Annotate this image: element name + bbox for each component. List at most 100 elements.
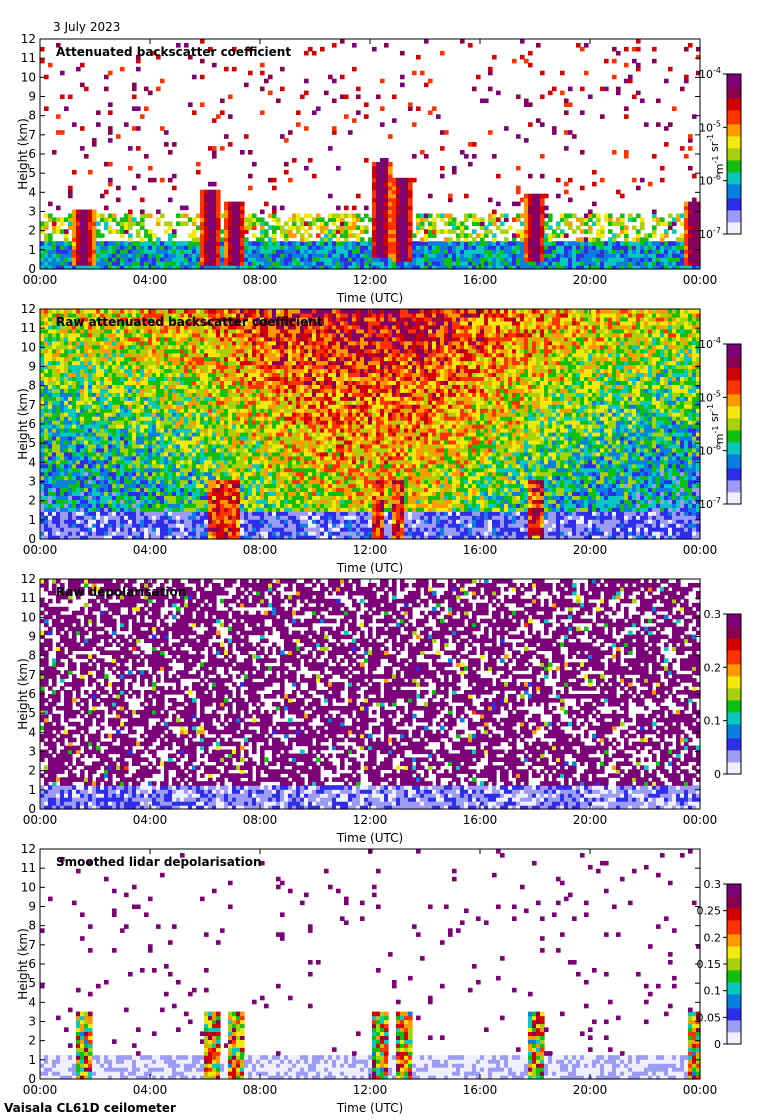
panel-title: Attenuated backscatter coefficient [56,45,291,59]
y-tick-label: 11 [21,51,36,65]
colorbar-tick-label: 0.25 [697,905,722,918]
y-tick-label: 2 [28,764,36,778]
panel-title: Raw attenuated backscatter coefficient [56,315,323,329]
x-tick-label: 16:00 [463,273,498,287]
x-tick-label: 00:00 [683,543,718,557]
y-tick-label: 10 [21,880,36,894]
panel-1: Attenuated backscatter coefficient012345… [16,32,741,305]
x-tick-label: 04:00 [133,543,168,557]
x-tick-label: 20:00 [573,273,608,287]
x-tick-label: 00:00 [683,273,718,287]
y-tick-label: 2 [28,1034,36,1048]
x-tick-label: 00:00 [683,813,718,827]
x-tick-label: 08:00 [243,813,278,827]
y-axis-label: Height (km) [16,658,30,729]
x-tick-label: 12:00 [353,543,388,557]
y-tick-label: 9 [28,900,36,914]
y-tick-label: 9 [28,360,36,374]
y-tick-label: 10 [21,340,36,354]
y-tick-label: 3 [28,205,36,219]
y-tick-label: 3 [28,1015,36,1029]
y-axis-label: Height (km) [16,118,30,189]
y-tick-label: 1 [28,783,36,797]
x-axis-label: Time (UTC) [336,831,403,845]
colorbar-tick-label: 10-4 [699,66,721,81]
y-tick-label: 1 [28,1053,36,1067]
colorbar-tick-label: 0 [714,1038,721,1051]
x-tick-label: 08:00 [243,1083,278,1097]
x-tick-label: 12:00 [353,273,388,287]
colorbar-tick-label: 0.3 [704,608,722,621]
colorbar-tick-label: 10-7 [699,496,721,511]
panel-4: Smoothed lidar depolarisation01234567891… [16,842,741,1115]
x-tick-label: 12:00 [353,813,388,827]
panel-title: Raw depolarisation [56,585,186,599]
colorbar-tick-label: 0.2 [704,931,722,944]
heatmap-cells [40,39,701,270]
plot-frame [40,849,700,1079]
y-tick-label: 12 [21,302,36,316]
x-tick-label: 16:00 [463,1083,498,1097]
colorbar-unit: m-1 sr-1 [706,404,726,444]
colorbar-tick-label: 0.05 [697,1011,722,1024]
y-tick-label: 12 [21,842,36,856]
x-tick-label: 20:00 [573,543,608,557]
colorbar-tick-label: 10-5 [699,389,721,404]
y-tick-label: 3 [28,475,36,489]
y-tick-label: 2 [28,224,36,238]
colorbar-unit: m-1 sr-1 [706,134,726,174]
colorbar-tick-label: 0.1 [704,715,722,728]
x-tick-label: 00:00 [23,543,58,557]
y-tick-label: 11 [21,321,36,335]
colorbar-tick-label: 0.2 [704,661,722,674]
x-axis-label: Time (UTC) [336,561,403,575]
x-axis-label: Time (UTC) [336,1101,403,1115]
colorbar-tick-label: 10-5 [699,119,721,134]
y-axis-label: Height (km) [16,928,30,999]
colorbar: 10-410-510-610-7m-1 sr-1 [699,66,741,241]
y-tick-label: 10 [21,610,36,624]
y-tick-label: 12 [21,572,36,586]
panel-title: Smoothed lidar depolarisation [56,855,262,869]
y-tick-label: 2 [28,494,36,508]
x-tick-label: 00:00 [683,1083,718,1097]
x-tick-label: 04:00 [133,273,168,287]
colorbar-tick-label: 10-4 [699,336,721,351]
x-axis-label: Time (UTC) [336,291,403,305]
colorbar-tick-label: 0.3 [704,878,722,891]
y-tick-label: 3 [28,745,36,759]
colorbar-tick-label: 0.15 [697,958,722,971]
colorbar-tick-label: 0 [714,768,721,781]
y-tick-label: 1 [28,243,36,257]
x-tick-label: 16:00 [463,543,498,557]
x-tick-label: 20:00 [573,1083,608,1097]
x-tick-label: 00:00 [23,1083,58,1097]
panel-2: Raw attenuated backscatter coefficient01… [16,302,741,575]
colorbar-tick-label: 10-7 [699,226,721,241]
y-tick-label: 10 [21,70,36,84]
colorbar-tick-label: 0.1 [704,985,722,998]
y-tick-label: 11 [21,591,36,605]
x-tick-label: 08:00 [243,273,278,287]
x-tick-label: 00:00 [23,273,58,287]
colorbar: 0.3 0.2 0.1 0 [704,608,742,781]
y-tick-label: 11 [21,861,36,875]
y-tick-label: 12 [21,32,36,46]
heatmap-cells [40,579,701,810]
y-tick-label: 1 [28,513,36,527]
x-tick-label: 16:00 [463,813,498,827]
instrument-label: Vaisala CL61D ceilometer [4,1101,176,1115]
y-tick-label: 9 [28,90,36,104]
colorbar: 10-410-510-610-7m-1 sr-1 [699,336,741,511]
x-tick-label: 00:00 [23,813,58,827]
x-tick-label: 08:00 [243,543,278,557]
x-tick-label: 04:00 [133,1083,168,1097]
heatmap-cells [40,849,701,1080]
y-axis-label: Height (km) [16,388,30,459]
x-tick-label: 04:00 [133,813,168,827]
x-tick-label: 20:00 [573,813,608,827]
colorbar: 0.3 0.25 0.2 0.15 0.1 0.05 0 [697,878,742,1051]
heatmap-cells [40,309,701,540]
